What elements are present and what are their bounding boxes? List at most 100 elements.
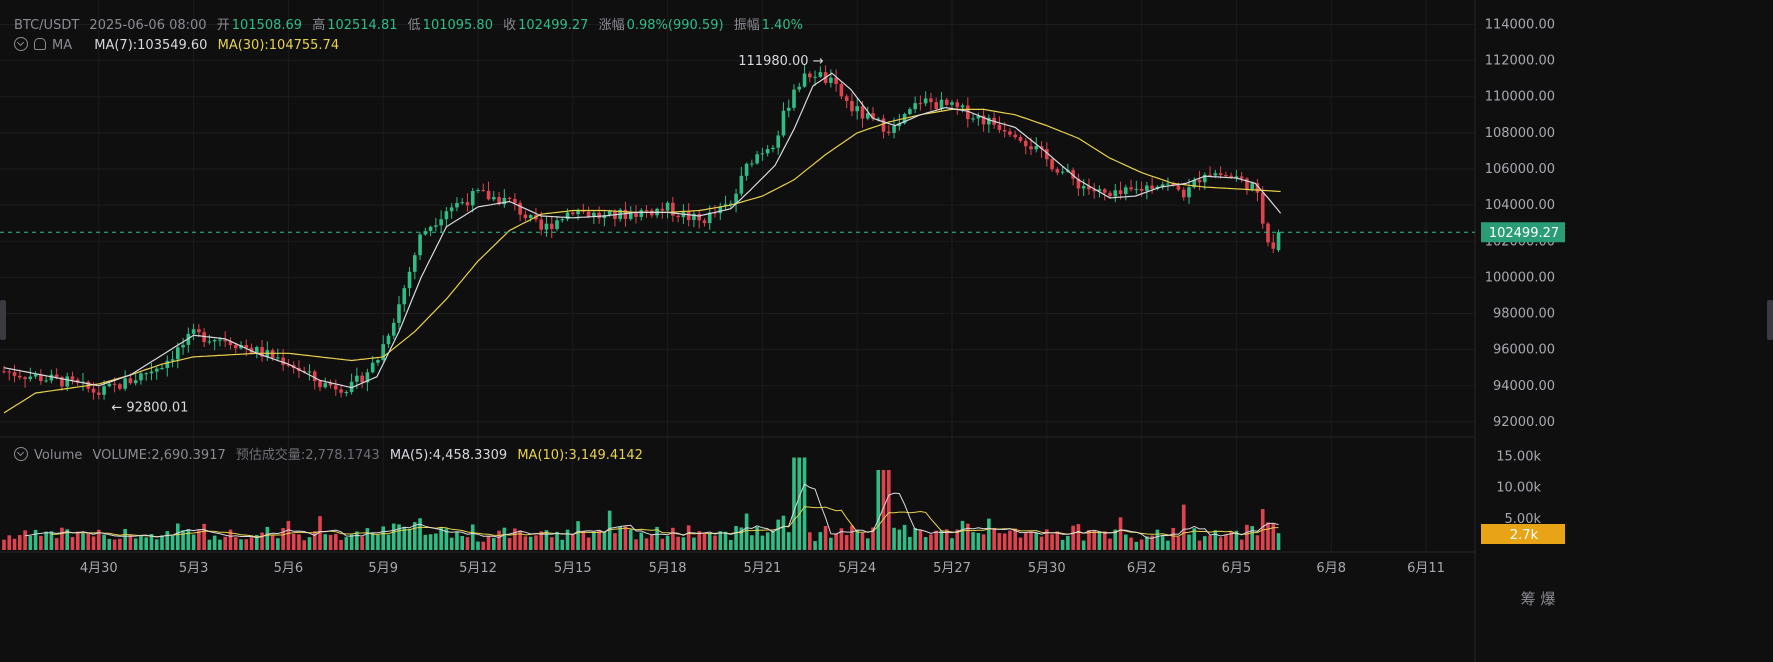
- volume-bar-205: [1081, 540, 1086, 550]
- candle-23: [123, 378, 127, 389]
- candle-170: [897, 123, 902, 127]
- volume-bar-163: [860, 532, 865, 550]
- candle-35: [186, 333, 191, 345]
- volume-bar-136: [718, 531, 723, 550]
- volume-bar-187: [987, 518, 991, 550]
- volume-bar-121: [639, 532, 644, 550]
- volume-bar-231: [1218, 537, 1223, 550]
- collapse-volume-icon[interactable]: [14, 447, 28, 461]
- price-axis[interactable]: 114000.00 112000.00 110000.00 108000.00 1060…: [1485, 17, 1555, 429]
- volume-bar-191: [1008, 530, 1012, 550]
- candle-84: [444, 211, 449, 220]
- candle-138: [729, 203, 733, 205]
- candle-183: [966, 105, 970, 120]
- volume-bar-53: [281, 528, 285, 550]
- volume-bar-103: [544, 530, 549, 550]
- time-tick-12: 6月5: [1222, 561, 1252, 576]
- volume-ma5-line: [25, 483, 1279, 539]
- candle-241: [1271, 242, 1276, 249]
- volume-bar-181: [955, 529, 960, 550]
- volume-bar-17: [91, 536, 96, 550]
- volume-bar-104: [549, 537, 554, 550]
- candle-210: [1108, 192, 1112, 197]
- volume-bar-107: [565, 529, 570, 550]
- candle-242: [1276, 232, 1281, 251]
- candle-172: [908, 109, 912, 114]
- volume-bar-164: [865, 538, 870, 550]
- candle-173: [913, 103, 917, 110]
- candle-213: [1124, 187, 1128, 194]
- volume-bar-66: [349, 534, 354, 550]
- collapse-ma-icon[interactable]: [14, 37, 28, 51]
- candle-78: [413, 255, 417, 272]
- right-panel-handle[interactable]: [1767, 300, 1773, 340]
- volume-bar-70: [370, 532, 375, 550]
- volume-bar-213: [1124, 534, 1128, 550]
- volume-bars[interactable]: [2, 457, 1281, 551]
- volume-tick-2: 5.00k: [1505, 512, 1542, 527]
- volume-bar-51: [270, 535, 275, 550]
- volume-bar-130: [686, 525, 691, 550]
- candle-168: [887, 131, 891, 133]
- candle-214: [1129, 187, 1133, 190]
- candle-8: [44, 380, 48, 382]
- volume-bar-128: [676, 536, 680, 550]
- volume-bar-114: [602, 531, 607, 550]
- volume-axis[interactable]: 15.00k 10.00k 5.00k: [1496, 449, 1541, 527]
- volume-bar-86: [455, 532, 459, 550]
- candle-36: [191, 329, 196, 334]
- volume-ma-lines: [25, 483, 1279, 539]
- volume-bar-199: [1050, 534, 1054, 550]
- volume-bar-11: [60, 527, 64, 550]
- candle-141: [744, 163, 749, 176]
- ma7-line: [3, 72, 1282, 389]
- candle-119: [628, 212, 633, 219]
- ma-indicator-name[interactable]: MA: [52, 38, 73, 53]
- volume-bar-28: [149, 533, 154, 550]
- candle-208: [1097, 189, 1102, 192]
- candle-229: [1208, 174, 1212, 176]
- volume-bar-18: [97, 529, 101, 550]
- candle-191: [1008, 131, 1012, 135]
- volume-bar-98: [518, 530, 522, 550]
- candle-67: [355, 375, 359, 382]
- candle-63: [334, 385, 338, 390]
- volume-bar-5: [28, 535, 33, 550]
- datetime-label: 2025-06-06 08:00: [89, 18, 207, 33]
- candle-216: [1139, 188, 1144, 191]
- volume-bar-240: [1266, 522, 1270, 550]
- candle-205: [1081, 186, 1086, 189]
- time-axis[interactable]: 4月30 5月3 5月6 5月9 5月12 5月15 5月18 5月21 5月24 5月27 5月3…: [80, 561, 1445, 576]
- high-label: 高: [312, 18, 326, 33]
- candle-182: [960, 105, 965, 108]
- volume-bar-20: [107, 538, 112, 550]
- volume-bar-232: [1224, 534, 1228, 550]
- price-tick-9: 96000.00: [1493, 343, 1555, 358]
- volume-bar-46: [244, 539, 249, 550]
- left-panel-handle[interactable]: [0, 300, 6, 340]
- candle-77: [407, 271, 412, 289]
- volume-bar-226: [1192, 528, 1197, 550]
- bell-icon[interactable]: [34, 38, 46, 50]
- candle-200: [1055, 169, 1060, 173]
- candle-133: [702, 220, 707, 224]
- volume-bar-48: [255, 534, 259, 550]
- volume-bar-165: [871, 527, 875, 550]
- candle-143: [755, 154, 759, 164]
- price-tick-4: 106000.00: [1485, 162, 1555, 177]
- candle-231: [1218, 173, 1223, 176]
- volume-bar-76: [402, 527, 407, 550]
- volume-bar-235: [1239, 539, 1244, 550]
- volume-bar-224: [1181, 504, 1186, 550]
- volume-indicator-name[interactable]: Volume: [34, 448, 83, 463]
- grid: [0, 0, 1476, 662]
- candle-145: [765, 149, 770, 154]
- volume-bar-173: [913, 528, 917, 550]
- candle-99: [523, 214, 528, 218]
- volume-bar-201: [1060, 539, 1065, 550]
- volume-bar-237: [1250, 526, 1254, 550]
- volume-bar-144: [760, 535, 765, 550]
- volume-bar-34: [181, 530, 185, 550]
- candle-72: [381, 344, 385, 361]
